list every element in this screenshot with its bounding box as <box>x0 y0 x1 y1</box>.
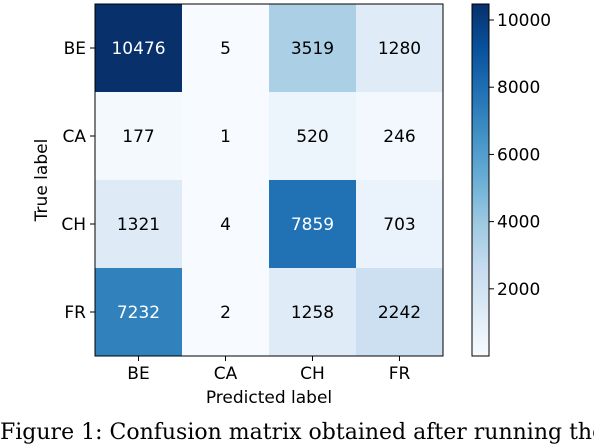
matrix-cell <box>269 268 356 356</box>
x-tick-label: CA <box>214 364 238 384</box>
x-tick-label: BE <box>127 364 149 384</box>
cell-value-label: 3519 <box>291 39 334 59</box>
cell-value-label: 1280 <box>378 39 421 59</box>
cell-value-label: 1258 <box>291 303 334 323</box>
x-tick-label: CH <box>300 364 325 384</box>
cell-value-label: 2242 <box>378 303 421 323</box>
colorbar-tick-label: 10000 <box>497 11 551 31</box>
matrix-frame <box>94 3 444 357</box>
matrix-cells: 10476 5 3519 1280 177 1 520 246 1321 4 7859 703 7232… <box>95 4 443 356</box>
cell-value-label: 246 <box>383 127 415 147</box>
cell-value-label: 520 <box>296 127 328 147</box>
cell-value-label: 1 <box>220 127 231 147</box>
matrix-cell <box>95 4 182 92</box>
matrix-cell <box>356 92 443 180</box>
cell-value-label: 177 <box>122 127 154 147</box>
figure-caption: Figure 1: Confusion matrix obtained afte… <box>0 420 594 445</box>
matrix-cell <box>95 92 182 180</box>
cell-value-label: 7232 <box>117 303 160 323</box>
cell-value-label: 5 <box>220 39 231 59</box>
cell-value-label: 1321 <box>117 215 160 235</box>
x-axis-ticks: BE CA CH FR <box>127 356 410 384</box>
y-axis-ticks: BE CA CH FR <box>61 39 95 323</box>
matrix-cell <box>182 4 269 92</box>
matrix-cell <box>356 4 443 92</box>
y-tick-label: BE <box>64 39 86 59</box>
cell-value-label: 2 <box>220 303 231 323</box>
matrix-cell <box>269 4 356 92</box>
matrix-cell <box>356 268 443 356</box>
colorbar-tick-label: 8000 <box>497 78 540 98</box>
cell-value-label: 10476 <box>111 39 165 59</box>
colorbar-tick-label: 6000 <box>497 145 540 165</box>
colorbar-tick-label: 4000 <box>497 213 540 233</box>
y-tick-label: CH <box>61 215 86 235</box>
cell-value-label: 7859 <box>291 215 334 235</box>
matrix-cell <box>182 92 269 180</box>
matrix-cell <box>269 92 356 180</box>
cell-value-label: 703 <box>383 215 415 235</box>
x-tick-label: FR <box>389 364 411 384</box>
matrix-cell <box>182 180 269 268</box>
y-tick-label: CA <box>63 127 87 147</box>
matrix-cell <box>95 180 182 268</box>
x-axis-label: Predicted label <box>206 388 332 408</box>
matrix-cell <box>356 180 443 268</box>
colorbar-ticks: 2000 4000 6000 8000 10000 <box>489 11 551 300</box>
matrix-cell <box>269 180 356 268</box>
colorbar <box>471 3 490 357</box>
colorbar-tick-label: 2000 <box>497 280 540 300</box>
y-axis-label: True label <box>32 139 52 223</box>
cell-value-label: 4 <box>220 215 231 235</box>
y-tick-label: FR <box>64 303 86 323</box>
confusion-matrix-figure: 10476 5 3519 1280 177 1 520 246 1321 4 7859 703 7232… <box>32 3 551 408</box>
matrix-cell <box>182 268 269 356</box>
matrix-cell <box>95 268 182 356</box>
